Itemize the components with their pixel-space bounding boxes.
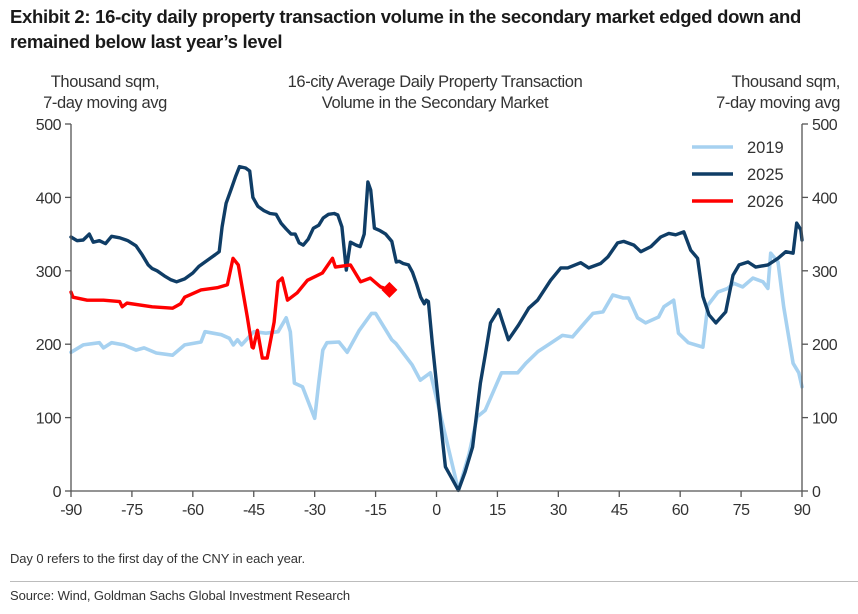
right-axis-label-line-1: Thousand sqm, <box>731 73 840 91</box>
series-line-2026 <box>69 256 392 360</box>
right-y-tick-label: 200 <box>812 337 838 354</box>
x-tick-label: 15 <box>489 502 506 519</box>
right-y-tick-label: 100 <box>812 411 838 428</box>
exhibit-title: Exhibit 2: 16-city daily property transa… <box>10 6 802 52</box>
left-y-tick-label: 0 <box>53 484 62 501</box>
left-axis-label-line-2: 7-day moving avg <box>43 94 167 112</box>
x-tick-label: 90 <box>794 502 811 519</box>
left-y-tick-label: 400 <box>36 190 62 207</box>
left-y-tick-label: 500 <box>36 117 62 134</box>
chart-title-line-2: Volume in the Secondary Market <box>321 94 549 112</box>
source-note: Source: Wind, Goldman Sachs Global Inves… <box>10 588 350 603</box>
right-y-tick-label: 0 <box>812 484 821 501</box>
series-layer <box>69 164 804 493</box>
legend-label-2026: 2026 <box>747 193 784 211</box>
x-tick-label: 0 <box>432 502 441 519</box>
right-y-tick-label: 400 <box>812 190 838 207</box>
x-tick-label: 60 <box>672 502 689 519</box>
series-line-2025 <box>69 164 804 492</box>
x-tick-label: -45 <box>243 502 265 519</box>
divider <box>10 581 858 582</box>
footnote: Day 0 refers to the first day of the CNY… <box>10 551 305 566</box>
right-y-tick-label: 500 <box>812 117 838 134</box>
latest-point-marker-2026 <box>381 281 398 298</box>
right-axis-label-line-2: 7-day moving avg <box>716 94 840 112</box>
left-axis-label: Thousand sqm, 7-day moving avg <box>30 72 180 114</box>
left-axis-label-line-1: Thousand sqm, <box>50 73 160 91</box>
chart-title-line-1: 16-city Average Daily Property Transacti… <box>287 73 583 91</box>
chart-title: 16-city Average Daily Property Transacti… <box>230 72 640 114</box>
x-tick-label: -15 <box>365 502 387 519</box>
x-tick-label: 45 <box>611 502 628 519</box>
left-y-tick-label: 300 <box>36 264 62 281</box>
right-axis-label: Thousand sqm, 7-day moving avg <box>680 72 840 114</box>
left-y-tick-label: 100 <box>36 411 62 428</box>
x-tick-label: -30 <box>304 502 326 519</box>
x-tick-label: -75 <box>121 502 143 519</box>
left-y-tick-label: 200 <box>36 337 62 354</box>
right-y-tick-label: 300 <box>812 264 838 281</box>
x-tick-label: -90 <box>60 502 82 519</box>
legend: 2019 2025 2026 <box>692 139 784 211</box>
x-tick-label: 75 <box>733 502 750 519</box>
legend-label-2025: 2025 <box>747 166 784 184</box>
legend-label-2019: 2019 <box>747 139 784 157</box>
series-line-2019 <box>69 251 804 493</box>
x-tick-label: -60 <box>182 502 204 519</box>
x-tick-label: 30 <box>550 502 567 519</box>
